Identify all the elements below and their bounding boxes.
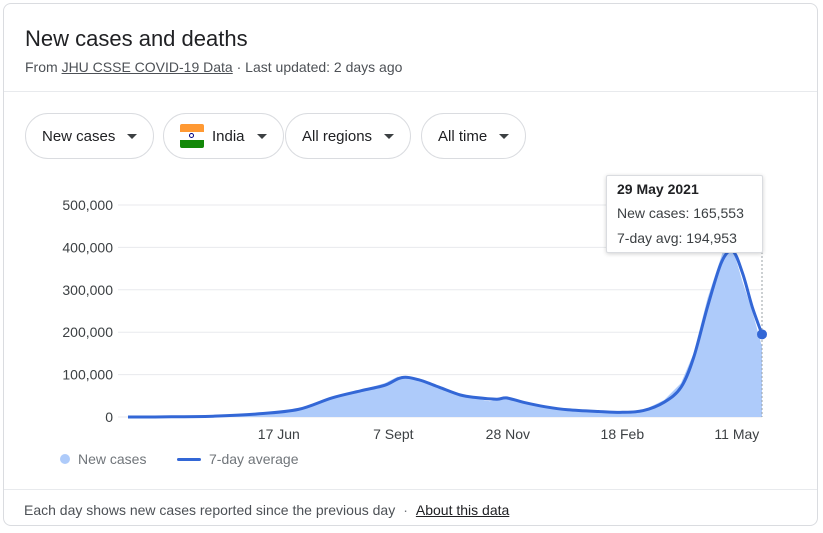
- legend-seven-day-average[interactable]: 7-day average: [177, 451, 299, 467]
- chevron-down-icon: [384, 133, 395, 139]
- india-flag-icon: [180, 124, 204, 148]
- hover-point: [757, 329, 767, 340]
- legend-new-cases[interactable]: New cases: [60, 451, 146, 467]
- from-label: From: [25, 59, 58, 75]
- metric-dropdown[interactable]: New cases: [25, 113, 155, 159]
- tooltip-new-cases: New cases: 165,553: [617, 205, 744, 221]
- header-divider: [4, 91, 817, 92]
- region-dropdown-label: All regions: [302, 127, 373, 145]
- x-tick-label: 11 May: [714, 426, 759, 442]
- legend-new-cases-label: New cases: [78, 451, 147, 467]
- metric-dropdown-label: New cases: [42, 127, 116, 145]
- tooltip-average: 7-day avg: 194,953: [617, 230, 737, 246]
- x-tick-label: 17 Jun: [258, 426, 300, 442]
- x-tick-label: 18 Feb: [601, 426, 645, 442]
- chart-card: New cases and deaths From JHU CSSE COVID…: [3, 3, 818, 526]
- y-tick-label: 300,000: [62, 282, 113, 298]
- legend-dot-icon: [60, 454, 70, 464]
- y-tick-label: 100,000: [62, 367, 113, 383]
- y-tick-label: 400,000: [62, 239, 113, 255]
- y-tick-label: 0: [105, 409, 113, 425]
- y-tick-label: 200,000: [62, 324, 113, 340]
- last-updated: · Last updated: 2 days ago: [236, 59, 403, 75]
- about-data-link[interactable]: About this data: [415, 502, 510, 518]
- new-cases-area: [128, 243, 762, 417]
- footer-divider: [4, 489, 817, 490]
- legend-line-icon: [177, 457, 201, 461]
- country-dropdown[interactable]: India: [163, 113, 284, 159]
- chevron-down-icon: [499, 133, 510, 139]
- region-dropdown[interactable]: All regions: [285, 113, 412, 159]
- seven-day-average-line: [127, 249, 764, 419]
- tooltip: 29 May 2021 New cases: 165,553 7-day avg…: [606, 175, 763, 253]
- chart-title: New cases and deaths: [25, 26, 248, 51]
- chevron-down-icon: [127, 133, 138, 139]
- source-link[interactable]: JHU CSSE COVID-19 Data: [61, 59, 233, 75]
- footer: Each day shows new cases reported since …: [24, 502, 510, 518]
- time-range-dropdown[interactable]: All time: [421, 113, 527, 159]
- chevron-down-icon: [256, 133, 267, 139]
- tooltip-date: 29 May 2021: [617, 181, 699, 197]
- time-range-dropdown-label: All time: [438, 127, 488, 145]
- country-dropdown-label: India: [212, 127, 245, 145]
- legend-average-label: 7-day average: [209, 451, 299, 467]
- footer-note: Each day shows new cases reported since …: [24, 502, 396, 518]
- x-tick-label: 28 Nov: [486, 426, 530, 442]
- x-tick-label: 7 Sept: [373, 426, 414, 442]
- y-tick-label: 500,000: [62, 197, 113, 213]
- source-line: From JHU CSSE COVID-19 Data · Last updat…: [25, 59, 402, 75]
